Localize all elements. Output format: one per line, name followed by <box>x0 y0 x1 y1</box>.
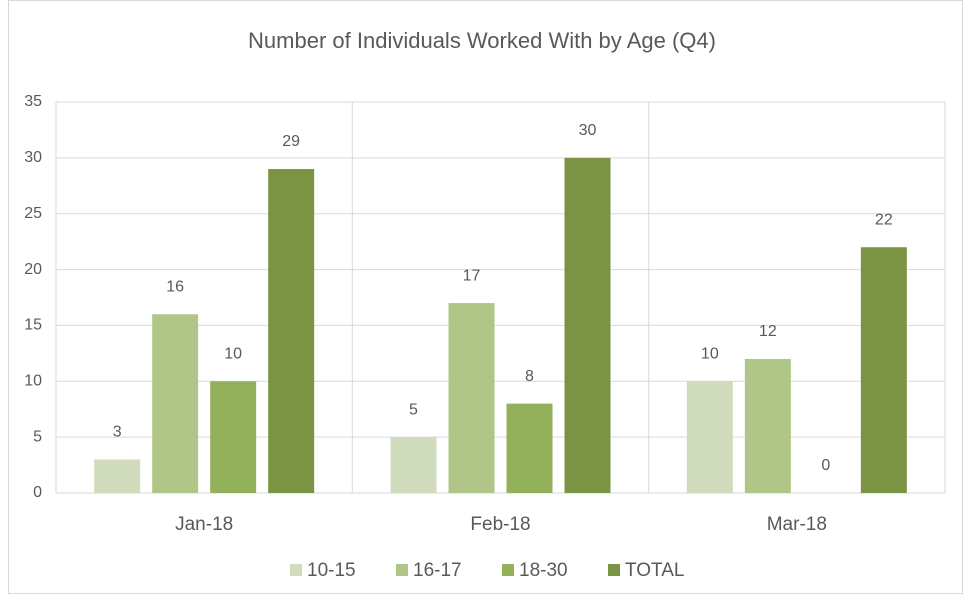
value-label: 8 <box>525 368 534 385</box>
y-tick-label: 35 <box>24 93 42 110</box>
y-tick-label: 20 <box>24 261 42 278</box>
bar <box>210 381 257 493</box>
y-tick-label: 30 <box>24 149 42 166</box>
chart-title: Number of Individuals Worked With by Age… <box>248 28 716 53</box>
y-tick-label: 15 <box>24 317 42 334</box>
y-tick-label: 10 <box>24 373 42 390</box>
x-tick-label: Mar-18 <box>767 514 827 535</box>
value-label: 5 <box>409 401 418 418</box>
bar <box>744 358 791 493</box>
legend-label: 16-17 <box>413 560 462 581</box>
legend-swatch <box>502 564 514 576</box>
value-label: 3 <box>113 424 122 441</box>
value-label: 30 <box>579 122 597 139</box>
x-tick-label: Jan-18 <box>175 514 233 535</box>
legend-label: 10-15 <box>307 560 356 581</box>
value-label: 29 <box>282 133 300 150</box>
value-label: 12 <box>759 323 777 340</box>
bar <box>390 437 437 493</box>
legend-label: 18-30 <box>519 560 568 581</box>
value-label: 22 <box>875 211 893 228</box>
bar <box>94 459 141 493</box>
legend-swatch <box>290 564 302 576</box>
x-tick-label: Feb-18 <box>470 514 530 535</box>
value-label: 10 <box>701 346 719 363</box>
y-tick-label: 25 <box>24 205 42 222</box>
y-tick-label: 5 <box>33 428 42 445</box>
chart-border <box>8 0 963 594</box>
value-label: 10 <box>224 346 242 363</box>
legend-swatch <box>396 564 408 576</box>
bar <box>152 314 199 493</box>
value-label: 17 <box>463 267 481 284</box>
legend-label: TOTAL <box>625 560 684 581</box>
bar <box>506 403 553 493</box>
bar <box>448 303 495 493</box>
value-label: 0 <box>821 457 830 474</box>
value-label: 16 <box>166 278 184 295</box>
bar <box>268 169 315 493</box>
legend-swatch <box>608 564 620 576</box>
bar <box>686 381 733 493</box>
y-tick-label: 0 <box>33 484 42 501</box>
bar <box>564 157 611 493</box>
bar <box>860 247 907 493</box>
